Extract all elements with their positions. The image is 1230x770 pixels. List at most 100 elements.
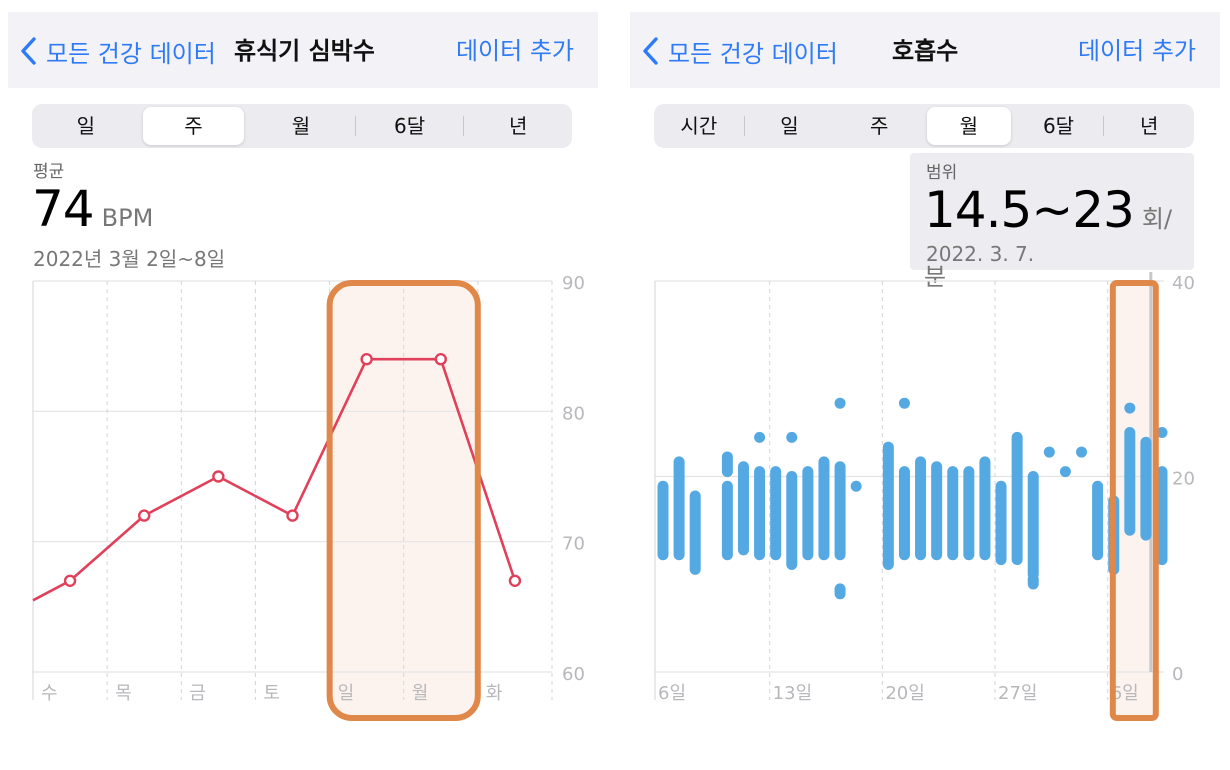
range-bar — [1156, 427, 1168, 439]
period-segmented-control: 일 주 월 6달 년 — [32, 104, 572, 148]
range-bar — [979, 456, 991, 561]
y-tick-label: 70 — [562, 534, 585, 555]
segment-week[interactable]: 주 — [869, 114, 889, 138]
x-tick-label: 6일 — [658, 683, 686, 704]
range-bar — [915, 456, 927, 561]
x-tick-label: 6일 — [1111, 683, 1139, 704]
respiratory-rate-panel: 모든 건강 데이터 호흡수 데이터 추가 시간 일 주 월 6달 년 범위 14… — [620, 0, 1230, 770]
back-label: 모든 건강 데이터 — [668, 39, 838, 68]
add-data-button[interactable]: 데이터 추가 — [1077, 37, 1196, 65]
segment-divider — [1103, 116, 1105, 136]
x-tick-label: 수 — [41, 683, 58, 704]
range-bar — [802, 466, 814, 561]
x-tick-label: 화 — [486, 683, 503, 704]
stat-number: 74 — [32, 180, 95, 238]
range-bar — [898, 397, 910, 409]
range-bar — [786, 471, 798, 570]
range-bar — [818, 456, 830, 473]
segment-6month[interactable]: 6달 — [1042, 114, 1075, 138]
chevron-left-icon — [21, 37, 36, 65]
range-bar — [882, 441, 894, 570]
stat-unit: BPM — [101, 204, 154, 232]
stat-value: 14.5~23 회/분 — [924, 181, 1194, 297]
range-bar — [850, 480, 862, 492]
segment-month[interactable]: 월 — [927, 107, 1011, 145]
range-bar — [1124, 427, 1136, 536]
range-bar — [721, 480, 733, 561]
range-bar — [1156, 466, 1168, 566]
range-bar — [818, 461, 830, 561]
stat-date: 2022. 3. 7. — [926, 242, 1035, 266]
range-bar — [754, 431, 766, 443]
period-segmented-control: 시간 일 주 월 6달 년 — [654, 104, 1194, 148]
segment-hour[interactable]: 시간 — [680, 114, 718, 138]
range-bar — [786, 431, 798, 443]
range-bar — [1124, 402, 1136, 414]
series-line — [32, 357, 517, 602]
data-point — [286, 509, 299, 522]
back-button[interactable]: 모든 건강 데이터 — [642, 34, 838, 68]
stat-label: 평균 — [33, 162, 65, 182]
range-bar — [721, 451, 733, 478]
x-tick-label: 목 — [115, 683, 132, 704]
y-tick-label: 0 — [1172, 664, 1183, 685]
stat-label: 범위 — [926, 163, 958, 183]
y-tick-label: 20 — [1172, 469, 1195, 490]
range-bar — [995, 480, 1007, 566]
range-bar — [657, 480, 669, 561]
page-title: 호흡수 — [892, 37, 959, 65]
range-bar — [1043, 446, 1055, 458]
range-bar — [834, 397, 846, 409]
y-tick-label: 90 — [562, 273, 585, 294]
y-tick-label: 60 — [562, 664, 585, 685]
range-callout: 범위 14.5~23 회/분 2022. 3. 7. — [910, 153, 1194, 291]
segment-month[interactable]: 월 — [291, 114, 311, 138]
range-bar — [1092, 480, 1104, 561]
range-bar — [1059, 466, 1071, 478]
segment-week[interactable]: 주 — [142, 107, 245, 145]
stat-value: 74 BPM — [32, 180, 153, 238]
range-bar — [834, 461, 846, 561]
range-bar — [1140, 436, 1152, 541]
chevron-left-icon — [643, 37, 658, 65]
range-bar — [947, 466, 959, 561]
x-tick-label: 13일 — [773, 683, 812, 704]
range-bar — [1027, 573, 1039, 590]
highlight-fill — [329, 283, 478, 718]
range-bar — [754, 466, 766, 561]
range-bar — [1027, 471, 1039, 580]
x-tick-label: 월 — [412, 683, 429, 704]
data-point — [212, 470, 225, 483]
segment-day[interactable]: 일 — [780, 114, 799, 138]
range-bar — [834, 583, 846, 600]
range-bar — [1011, 431, 1023, 566]
add-data-button[interactable]: 데이터 추가 — [455, 37, 574, 65]
x-tick-label: 일 — [338, 683, 355, 704]
range-bar — [737, 461, 749, 556]
range-bar — [1076, 446, 1088, 458]
x-tick-label: 금 — [189, 683, 206, 704]
segment-year[interactable]: 년 — [508, 114, 528, 138]
stat-date: 2022년 3월 2일~8일 — [33, 247, 226, 271]
highlight-border — [1109, 280, 1159, 721]
highlight-border — [326, 280, 481, 721]
x-tick-label: 27일 — [998, 683, 1037, 704]
data-point — [138, 509, 151, 522]
range-bar — [673, 456, 685, 561]
segment-year[interactable]: 년 — [1139, 114, 1159, 138]
highlight-fill — [1112, 283, 1156, 718]
y-tick-label: 80 — [562, 403, 585, 424]
segment-6month[interactable]: 6달 — [394, 114, 426, 138]
back-label: 모든 건강 데이터 — [46, 39, 216, 68]
heart-rate-panel: 모든 건강 데이터 휴식기 심박수 데이터 추가 일 주 월 6달 년 평균 7… — [0, 0, 610, 770]
range-bar — [770, 466, 782, 561]
page-title: 휴식기 심박수 — [234, 37, 375, 65]
segment-day[interactable]: 일 — [76, 114, 95, 138]
range-bar — [689, 490, 701, 575]
data-point — [434, 353, 447, 366]
data-point — [508, 574, 522, 587]
back-button[interactable]: 모든 건강 데이터 — [20, 34, 216, 68]
segment-divider — [463, 116, 465, 136]
stat-number: 14.5~23 — [924, 181, 1135, 239]
nav-bar: 모든 건강 데이터 호흡수 데이터 추가 — [630, 12, 1220, 88]
